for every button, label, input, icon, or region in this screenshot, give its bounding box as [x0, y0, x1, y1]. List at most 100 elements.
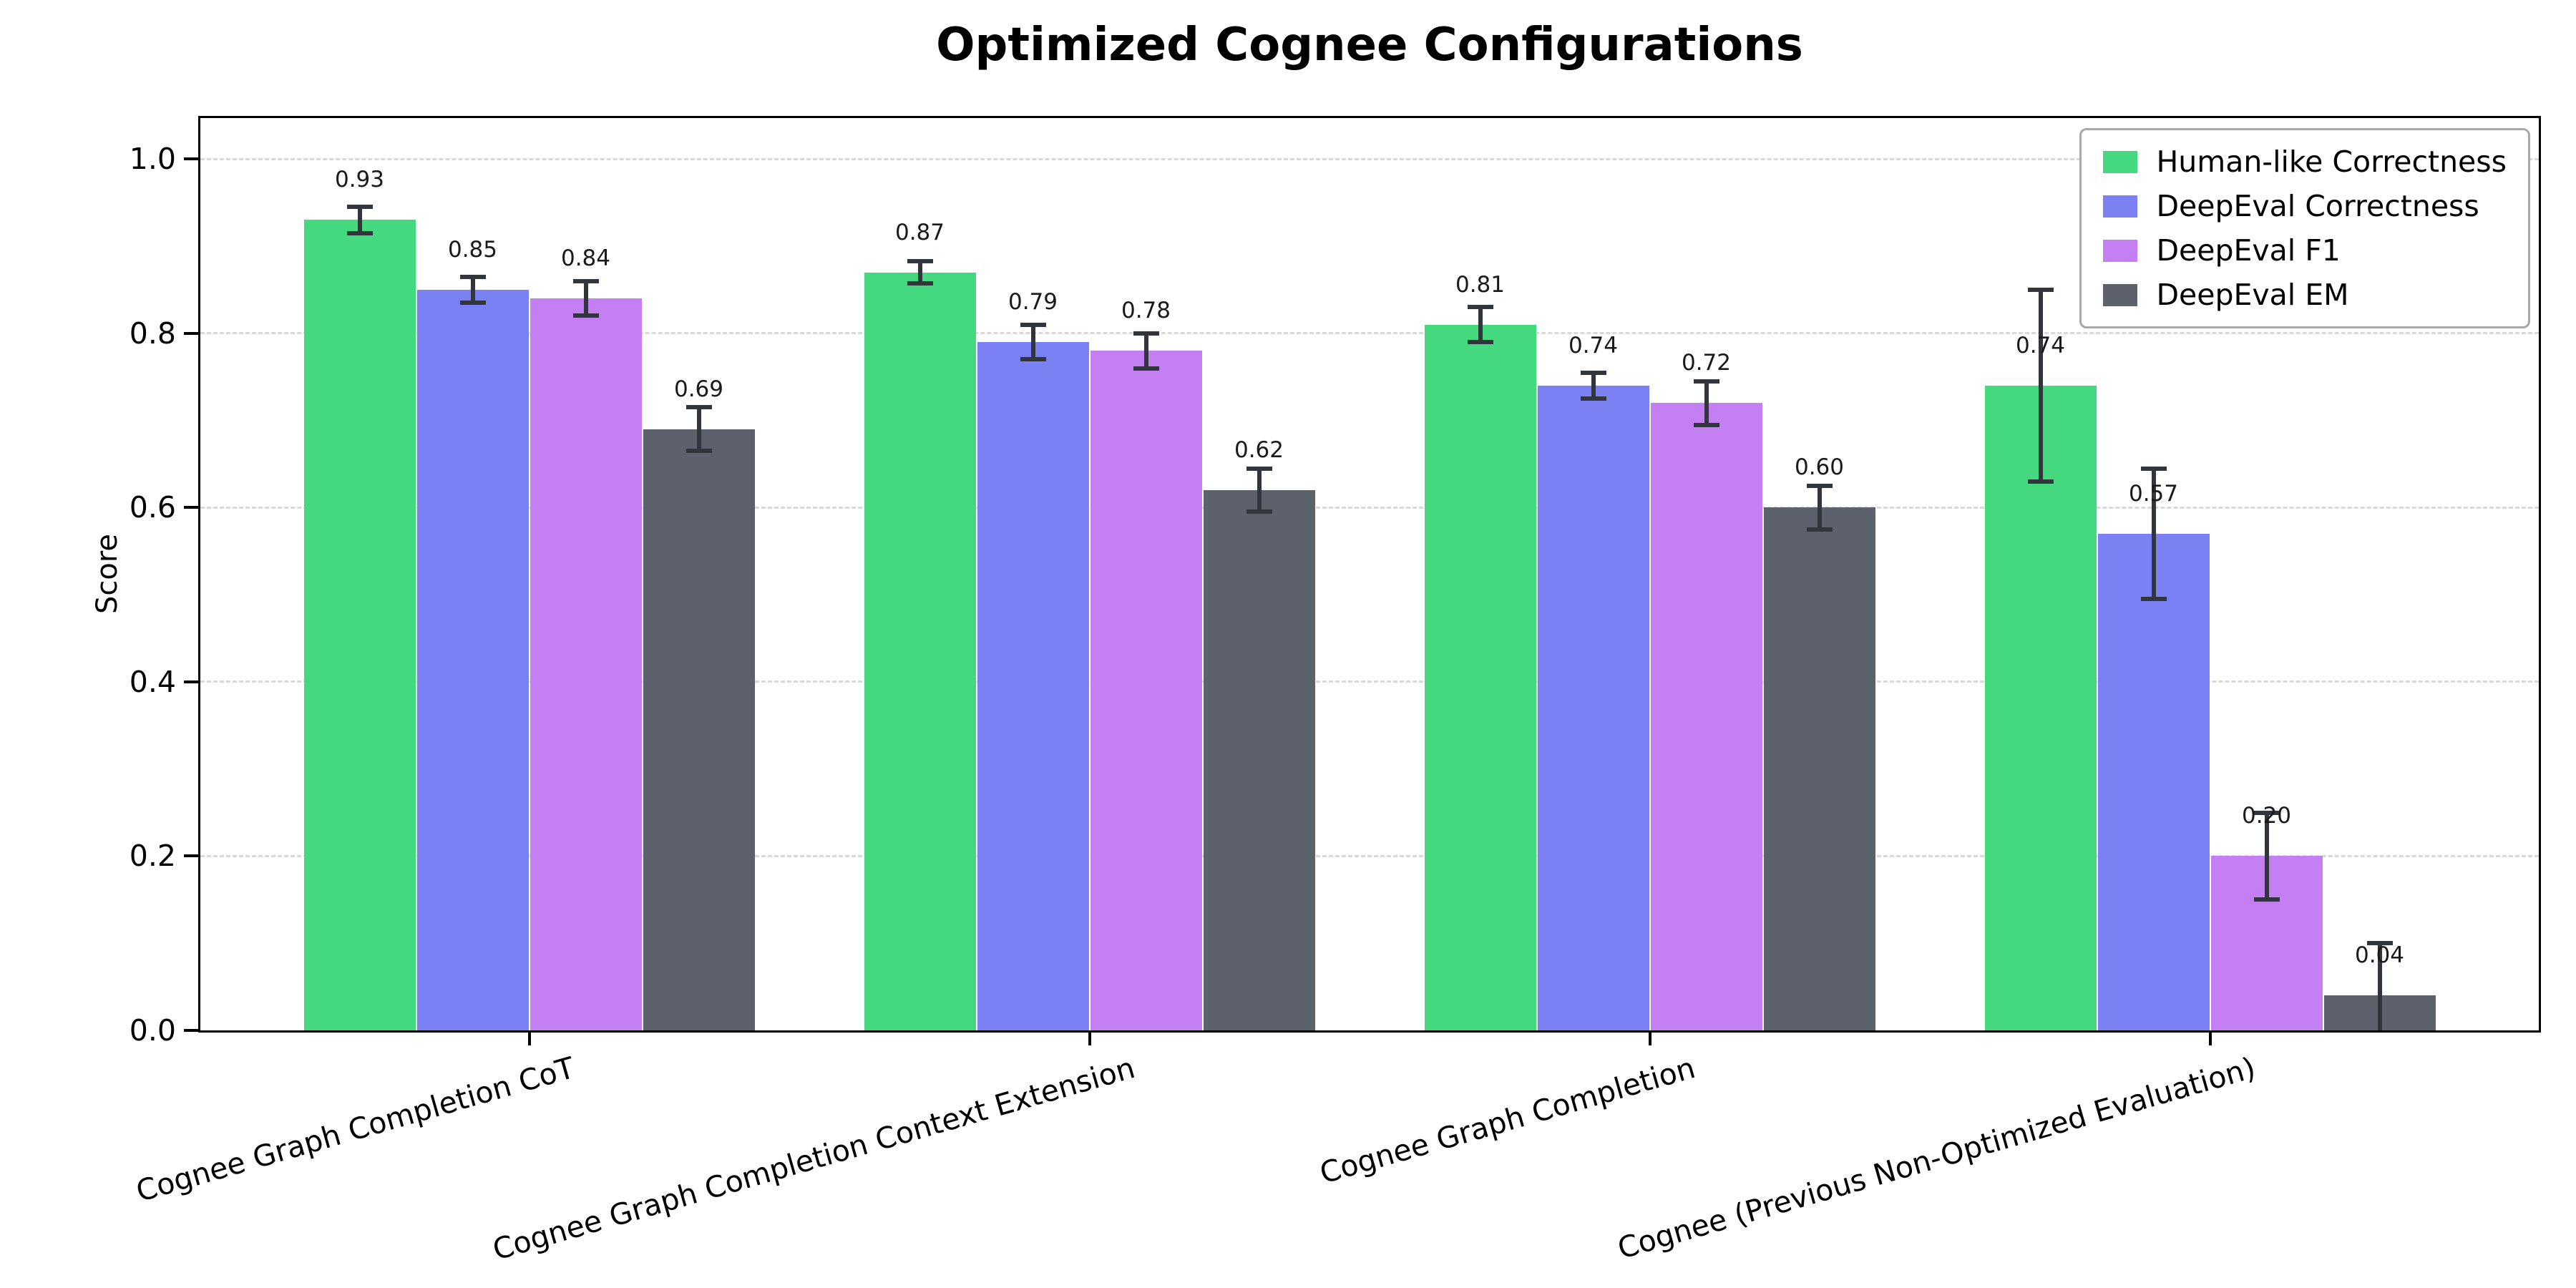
error-bar-cap-bottom [2253, 897, 2280, 902]
legend-label: DeepEval F1 [2156, 233, 2341, 268]
error-bar-line [583, 280, 588, 316]
bar-value-label: 0.81 [1455, 271, 1506, 298]
legend-item: Human-like Correctness [2103, 145, 2507, 179]
bar-value-label: 0.84 [560, 245, 611, 272]
bar [1650, 403, 1762, 1030]
y-tick-label: 1.0 [129, 142, 176, 177]
bar-value-label: 0.78 [1121, 298, 1171, 324]
error-bar-line [1478, 307, 1483, 342]
bar-value-label: 0.20 [2241, 803, 2292, 829]
legend-swatch [2103, 195, 2138, 218]
error-bar-cap-bottom [572, 313, 599, 318]
error-bar-line [1704, 381, 1709, 425]
gridline [200, 506, 2539, 509]
error-bar-cap-bottom [1693, 422, 1719, 427]
gridline [200, 332, 2539, 335]
gridline [200, 157, 2539, 160]
error-bar-line [2038, 289, 2043, 482]
error-bar-line [2151, 468, 2156, 600]
legend-label: DeepEval EM [2156, 278, 2349, 312]
error-bar-cap-bottom [907, 281, 933, 286]
bar-slot: 0.04 [2323, 118, 2436, 1030]
legend-item: DeepEval Correctness [2103, 189, 2507, 223]
error-bar-cap-top [572, 278, 599, 283]
error-bar-line [2377, 943, 2382, 1030]
bar-slot: 0.69 [643, 118, 756, 1030]
x-tick-label: Cognee (Previous Non-Optimized Evaluatio… [1613, 1050, 2259, 1266]
bar-slot: 0.20 [2210, 118, 2323, 1030]
bar-value-label: 0.79 [1008, 288, 1058, 315]
y-tick-mark [184, 157, 198, 161]
bar-slot: 0.85 [416, 118, 530, 1030]
bar-slot: 0.79 [977, 118, 1090, 1030]
y-tick-label: 0.6 [129, 490, 176, 525]
error-bar-cap-top [907, 258, 933, 263]
bar [1090, 351, 1202, 1030]
bar-value-label: 0.04 [2354, 942, 2405, 969]
bar [1537, 385, 1649, 1030]
error-bar-cap-top [346, 205, 373, 210]
error-bar-cap-bottom [686, 449, 712, 454]
bar [1984, 385, 2097, 1030]
gridline [200, 680, 2539, 683]
x-tick-mark [1088, 1033, 1091, 1045]
bar-slot: 0.78 [1090, 118, 1203, 1030]
error-bar-line [2264, 812, 2269, 900]
error-bar-cap-bottom [2140, 597, 2167, 602]
legend-item: DeepEval EM [2103, 278, 2507, 312]
error-bar-cap-top [2253, 810, 2280, 815]
bar-cluster: 0.81 0.74 0.72 0.60 [1424, 118, 1876, 1030]
error-bar-line [1257, 468, 1262, 512]
error-bar-line [357, 207, 362, 233]
legend-swatch [2103, 239, 2138, 262]
bar-value-label: 0.72 [1681, 350, 1732, 376]
error-bar-cap-bottom [1467, 339, 1493, 344]
chart-title: Optimized Cognee Configurations [936, 19, 1803, 72]
bar-slot: 0.72 [1650, 118, 1763, 1030]
y-tick-mark [184, 1029, 198, 1032]
y-tick-mark [184, 854, 198, 858]
y-tick-label: 0.2 [129, 839, 176, 874]
y-tick-label: 0.4 [129, 664, 176, 699]
legend-label: DeepEval Correctness [2156, 189, 2479, 223]
bar-slot: 0.81 [1424, 118, 1537, 1030]
bar-cluster: 0.74 0.57 0.20 0.04 [1984, 118, 2436, 1030]
error-bar-cap-bottom [346, 230, 373, 235]
y-tick-mark [184, 331, 198, 335]
error-bar-line [1817, 485, 1822, 530]
error-bar-cap-top [459, 274, 486, 279]
error-bar-cap-bottom [1806, 527, 1833, 532]
y-axis-label: Score [91, 533, 124, 615]
error-bar-cap-bottom [2027, 479, 2054, 484]
bar [977, 341, 1089, 1030]
error-bar-cap-top [2366, 941, 2393, 946]
bar-slot: 0.84 [530, 118, 643, 1030]
y-tick-label: 0.0 [129, 1013, 176, 1048]
bar [303, 220, 416, 1030]
y-tick-label: 0.8 [129, 316, 176, 351]
error-bar-cap-bottom [1133, 366, 1159, 371]
bar-cluster: 0.87 0.79 0.78 0.62 [864, 118, 1316, 1030]
bar-value-label: 0.93 [334, 167, 385, 193]
bar-slot: 0.74 [1537, 118, 1650, 1030]
error-bar-line [1030, 324, 1035, 360]
error-bar-cap-bottom [1020, 357, 1046, 362]
error-bar-cap-top [1580, 370, 1606, 375]
bar-value-label: 0.74 [1568, 332, 1619, 358]
legend-label: Human-like Correctness [2156, 145, 2507, 179]
x-tick-mark [2208, 1033, 2212, 1045]
error-bar-cap-top [1133, 331, 1159, 336]
bar [1763, 507, 1875, 1030]
bar-value-label: 0.85 [447, 236, 498, 263]
error-bar-cap-top [1806, 483, 1833, 488]
error-bar-cap-top [2140, 466, 2167, 471]
bar-value-label: 0.60 [1794, 454, 1845, 481]
bar-value-label: 0.87 [894, 219, 945, 245]
bar-slot: 0.87 [864, 118, 977, 1030]
bar [2097, 533, 2210, 1030]
bar-value-label: 0.57 [2128, 480, 2179, 507]
bar-cluster: 0.93 0.85 0.84 0.69 [303, 118, 756, 1030]
error-bar-line [696, 407, 701, 452]
y-tick-mark [184, 680, 198, 683]
